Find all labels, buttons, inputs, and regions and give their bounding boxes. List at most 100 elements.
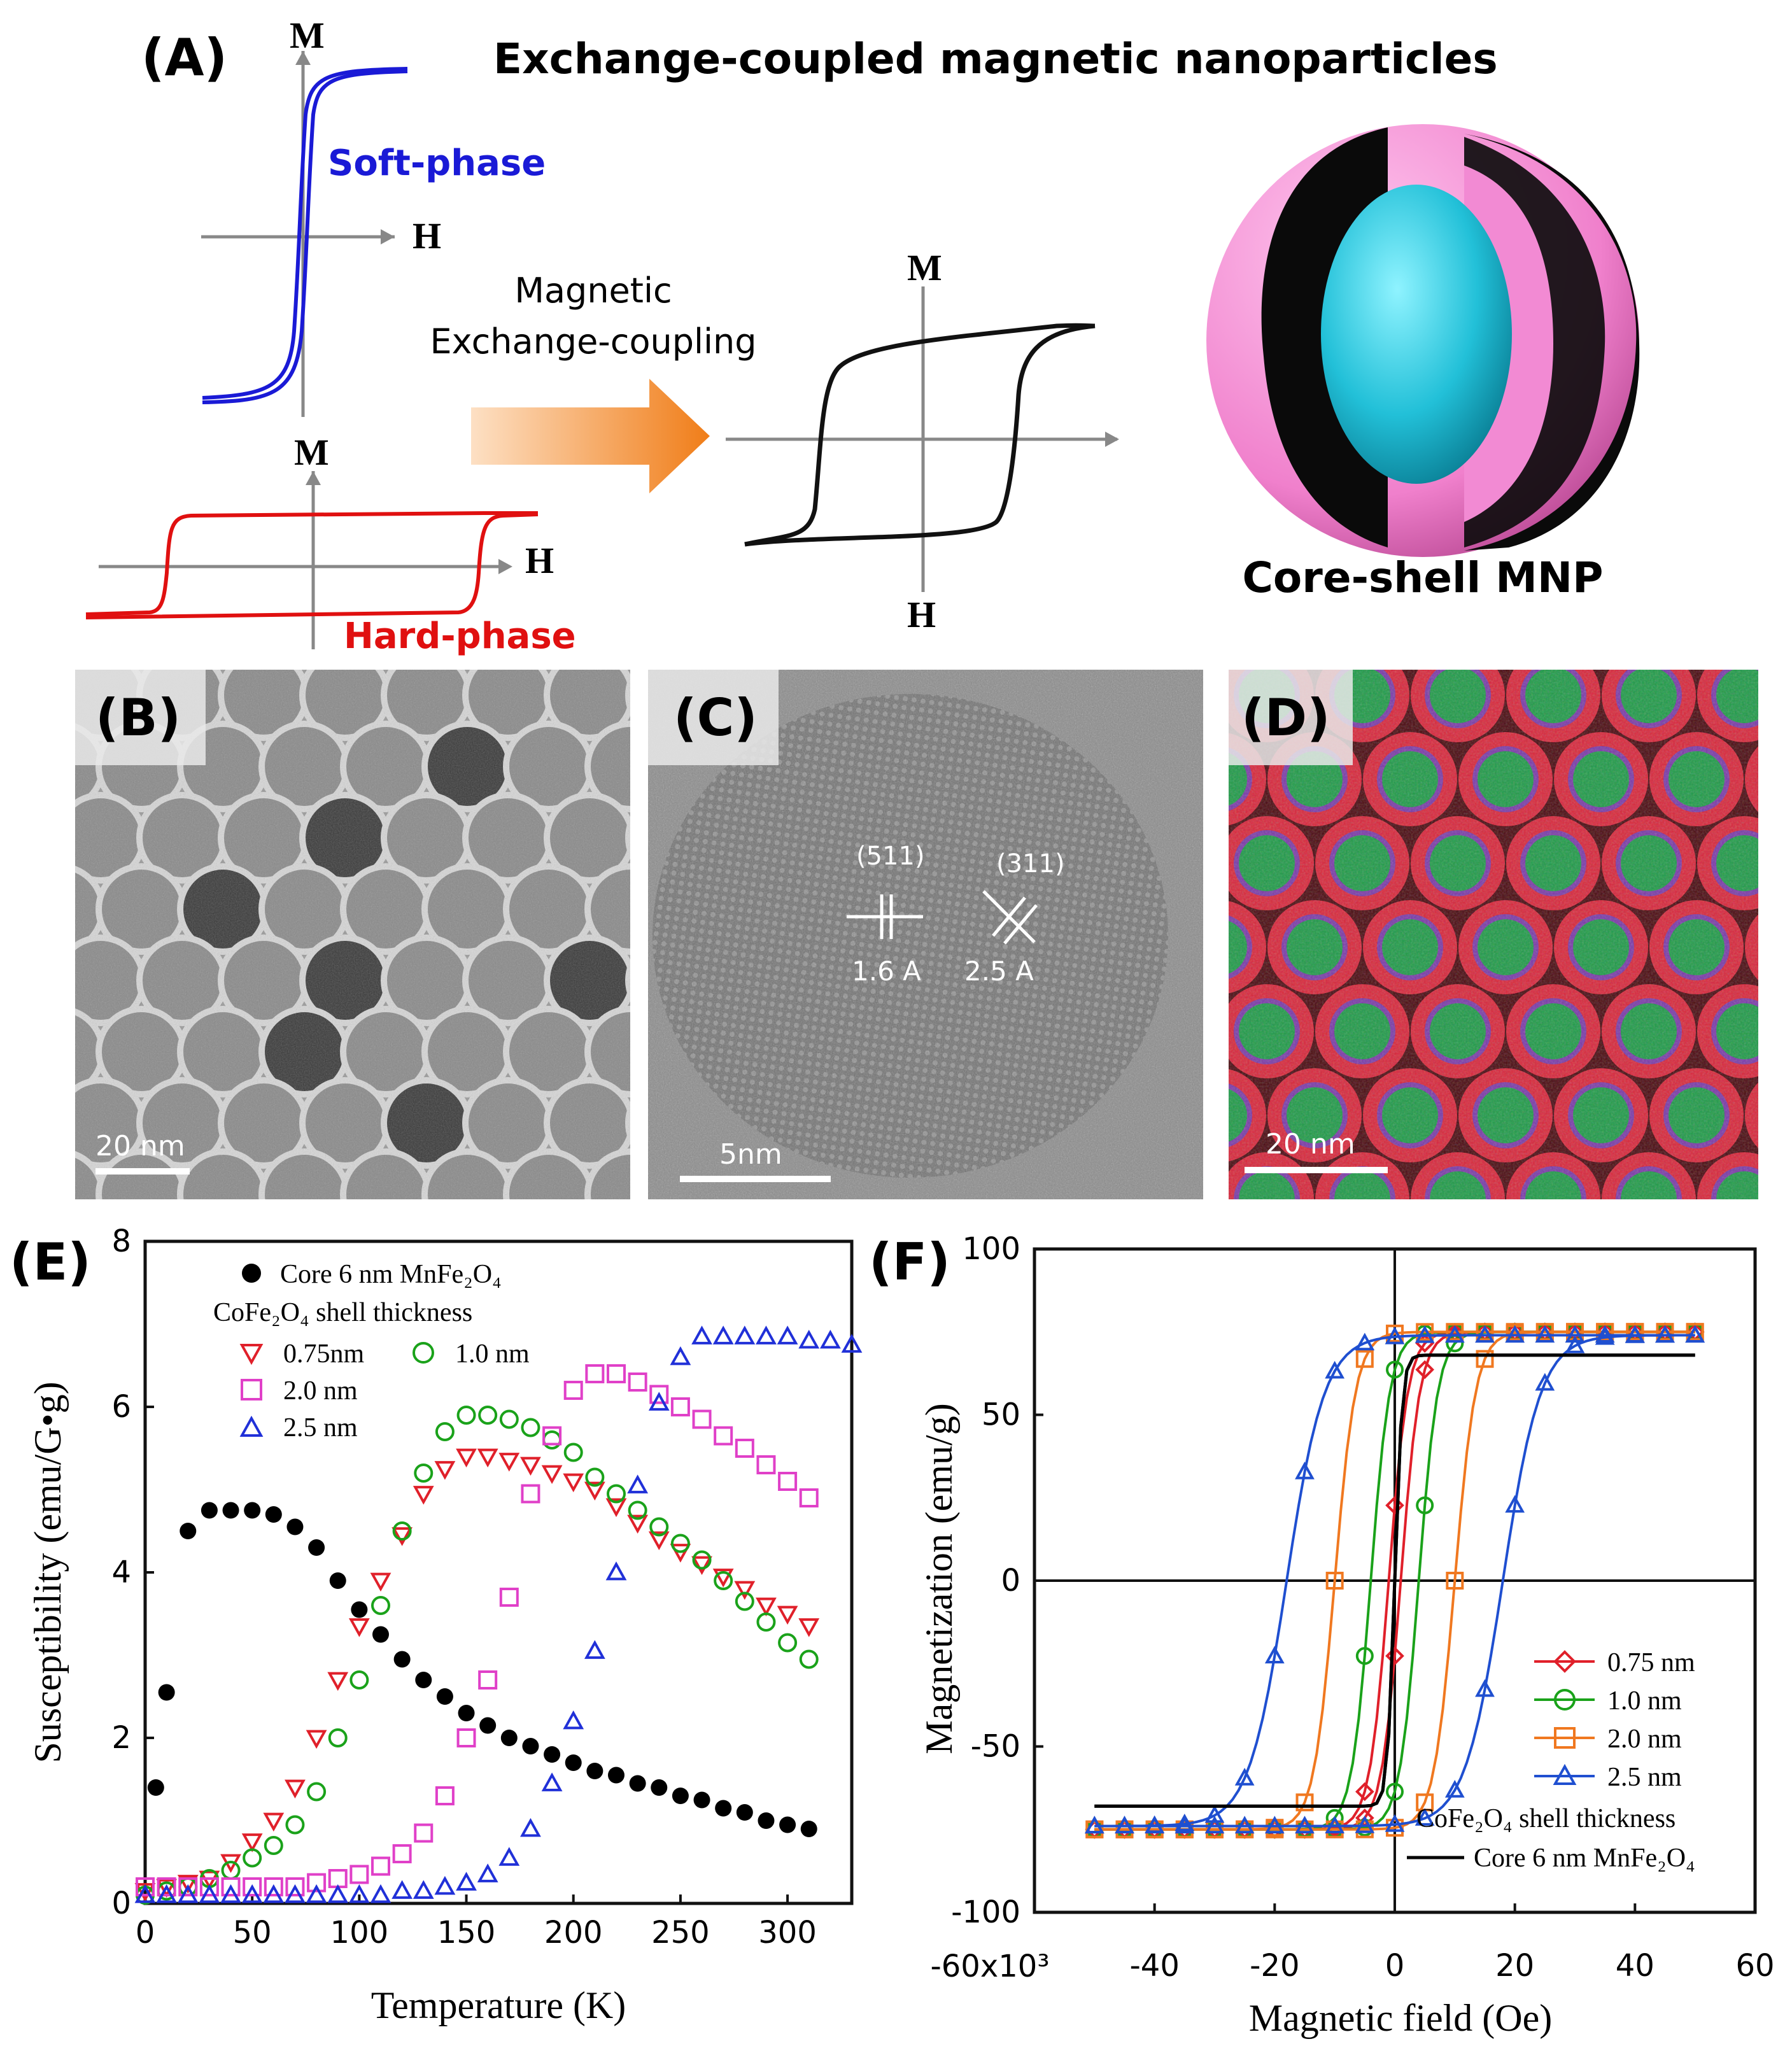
legend-f-markers: [1534, 1650, 1595, 1785]
arrow-text-exchange: Exchange-coupling: [430, 321, 756, 362]
chart-e-ytick-label: 2: [111, 1720, 131, 1756]
spacing-311-label: 2.5 A: [964, 956, 1034, 987]
eds-interface: [1568, 1250, 1634, 1316]
chart-e-point-s0: [147, 1779, 164, 1796]
chart-e-point-s4: [798, 1329, 820, 1349]
chart-f-xtick-label: -40: [1129, 1948, 1179, 1984]
chart-f-point-s3: [1505, 1495, 1525, 1513]
chart-e-point-s2: [456, 1406, 476, 1425]
eds-interface: [1663, 1250, 1730, 1316]
chart-e-point-s3: [264, 1877, 283, 1896]
chart-f-point-s3: [1325, 1816, 1345, 1834]
legend-e-25-text: 2.5 nm: [283, 1413, 358, 1443]
chart-e-point-s2: [264, 1836, 283, 1855]
chart-e-point-s3: [243, 1877, 262, 1896]
chart-f-point-s2: [1596, 1323, 1614, 1341]
chart-e-point-s4: [434, 1875, 456, 1895]
legend-f-075-text: 0.75 nm: [1607, 1648, 1695, 1677]
chart-e-point-s4: [306, 1884, 327, 1903]
eds-core: [1478, 1255, 1534, 1311]
hard-h-label: H: [525, 540, 554, 581]
tem-particle-halo: [544, 1220, 635, 1311]
chart-f-point-s2: [1295, 1793, 1314, 1812]
soft-loop-lower: [202, 69, 408, 404]
tem-particle-halo: [0, 649, 65, 741]
legend-e-markers: [239, 1342, 434, 1437]
plane-311-fringe-2: [1003, 904, 1038, 945]
chart-f-ytick-label: -100: [951, 1894, 1020, 1930]
chart-e-ticks: 0 50 100 150 200 250 300 0 2 4 6 8: [111, 1224, 816, 1951]
chart-e-point-s2: [392, 1521, 412, 1541]
tem-particle-halo: [0, 1077, 65, 1169]
chart-e-point-s2: [371, 1596, 390, 1615]
chart-e-xlabel: Temperature (K): [371, 1984, 626, 2026]
chart-f-point-s2: [1656, 1323, 1674, 1341]
chart-e-point-s2: [542, 1430, 562, 1450]
chart-e-point-s1: [584, 1481, 605, 1501]
chart-e-ytick-label: 6: [111, 1389, 131, 1425]
chart-e-xtick-label: 200: [544, 1915, 603, 1951]
chart-f-point-s2: [1236, 1820, 1254, 1838]
chart-f-xtick-label: 20: [1495, 1948, 1534, 1984]
chart-e-point-s4: [327, 1884, 349, 1903]
chart-f-point-s3: [1084, 1816, 1104, 1834]
hard-loop-upper: [85, 511, 538, 616]
chart-e-point-s1: [756, 1597, 777, 1617]
tem-particle: [183, 584, 262, 663]
chart-e-point-s4: [777, 1325, 798, 1344]
legend-e-25-marker: [239, 1415, 264, 1437]
chart-e-point-s0: [651, 1779, 668, 1796]
soft-m-label: M: [290, 15, 325, 56]
chart-f-point-s3: [1595, 1325, 1615, 1343]
chart-f-point-s3: [1415, 1808, 1435, 1826]
legend-f-marker-3: [1553, 1763, 1577, 1785]
chart-e-ytick-label: 4: [111, 1555, 131, 1590]
chart-e-point-s4: [220, 1884, 241, 1903]
core-shell-particle: Core-shell MNP: [1206, 124, 1640, 602]
hard-phase-plot: M H Hard-phase: [85, 432, 576, 657]
chart-e-point-s2: [670, 1534, 690, 1553]
chart-f-point-s2: [1355, 1350, 1374, 1368]
eds-core: [1382, 1255, 1438, 1311]
chart-e-point-s0: [393, 1651, 411, 1668]
eds-interface: [1759, 914, 1792, 980]
chart-e-point-s1: [306, 1730, 327, 1749]
chart-e-point-s0: [222, 1502, 239, 1519]
eds-interface: [1281, 1250, 1348, 1316]
chart-e-point-s3: [414, 1823, 434, 1843]
chart-e-point-s4: [199, 1884, 220, 1903]
chart-e-point-s3: [563, 1381, 583, 1400]
panel-f: (F) -40 -20 0 20 40 60 -100 -50 0 50 100 -60x10³ M…: [869, 1231, 1775, 2039]
tem-particle: [265, 584, 344, 663]
eds-interface: [1759, 1250, 1792, 1316]
eds-interface: [1472, 1250, 1539, 1316]
eds-core: [1573, 1255, 1629, 1311]
chart-e-point-s3: [735, 1439, 754, 1458]
chart-e-point-s0: [715, 1800, 732, 1817]
chart-e-point-s4: [734, 1325, 756, 1344]
panel-b-scale-text: 20 nm: [95, 1130, 185, 1162]
coupled-h-arrowhead: [1105, 432, 1119, 447]
chart-f-xtick-label: -20: [1250, 1948, 1299, 1984]
chart-e-point-s3: [136, 1877, 155, 1896]
chart-e-point-s0: [586, 1763, 603, 1779]
lattice-annotation-511: (511) 1.6 A: [847, 842, 925, 987]
chart-e-point-s4: [263, 1884, 285, 1903]
hard-loop-lower: [85, 512, 539, 619]
coupled-loop-lower: [744, 323, 1096, 547]
chart-e-ytick-label: 8: [111, 1224, 131, 1259]
chart-e-point-s2: [607, 1484, 626, 1504]
tem-particle-halo: [258, 578, 350, 670]
coupled-m-label: M: [907, 247, 942, 288]
chart-e-point-s1: [798, 1618, 820, 1637]
chart-e-point-s1: [156, 1879, 178, 1898]
chart-e-point-s3: [199, 1877, 219, 1896]
chart-f-curve-s4-down: [1094, 1353, 1695, 1808]
chart-e-point-s4: [370, 1884, 392, 1903]
chart-e-point-s4: [285, 1884, 306, 1903]
panel-d-label: (D): [1241, 688, 1330, 747]
panel-c-label: (C): [674, 688, 758, 747]
particle-core: [1321, 185, 1512, 484]
chart-e-point-s0: [500, 1730, 518, 1746]
chart-f-point-s0: [1355, 1782, 1374, 1802]
